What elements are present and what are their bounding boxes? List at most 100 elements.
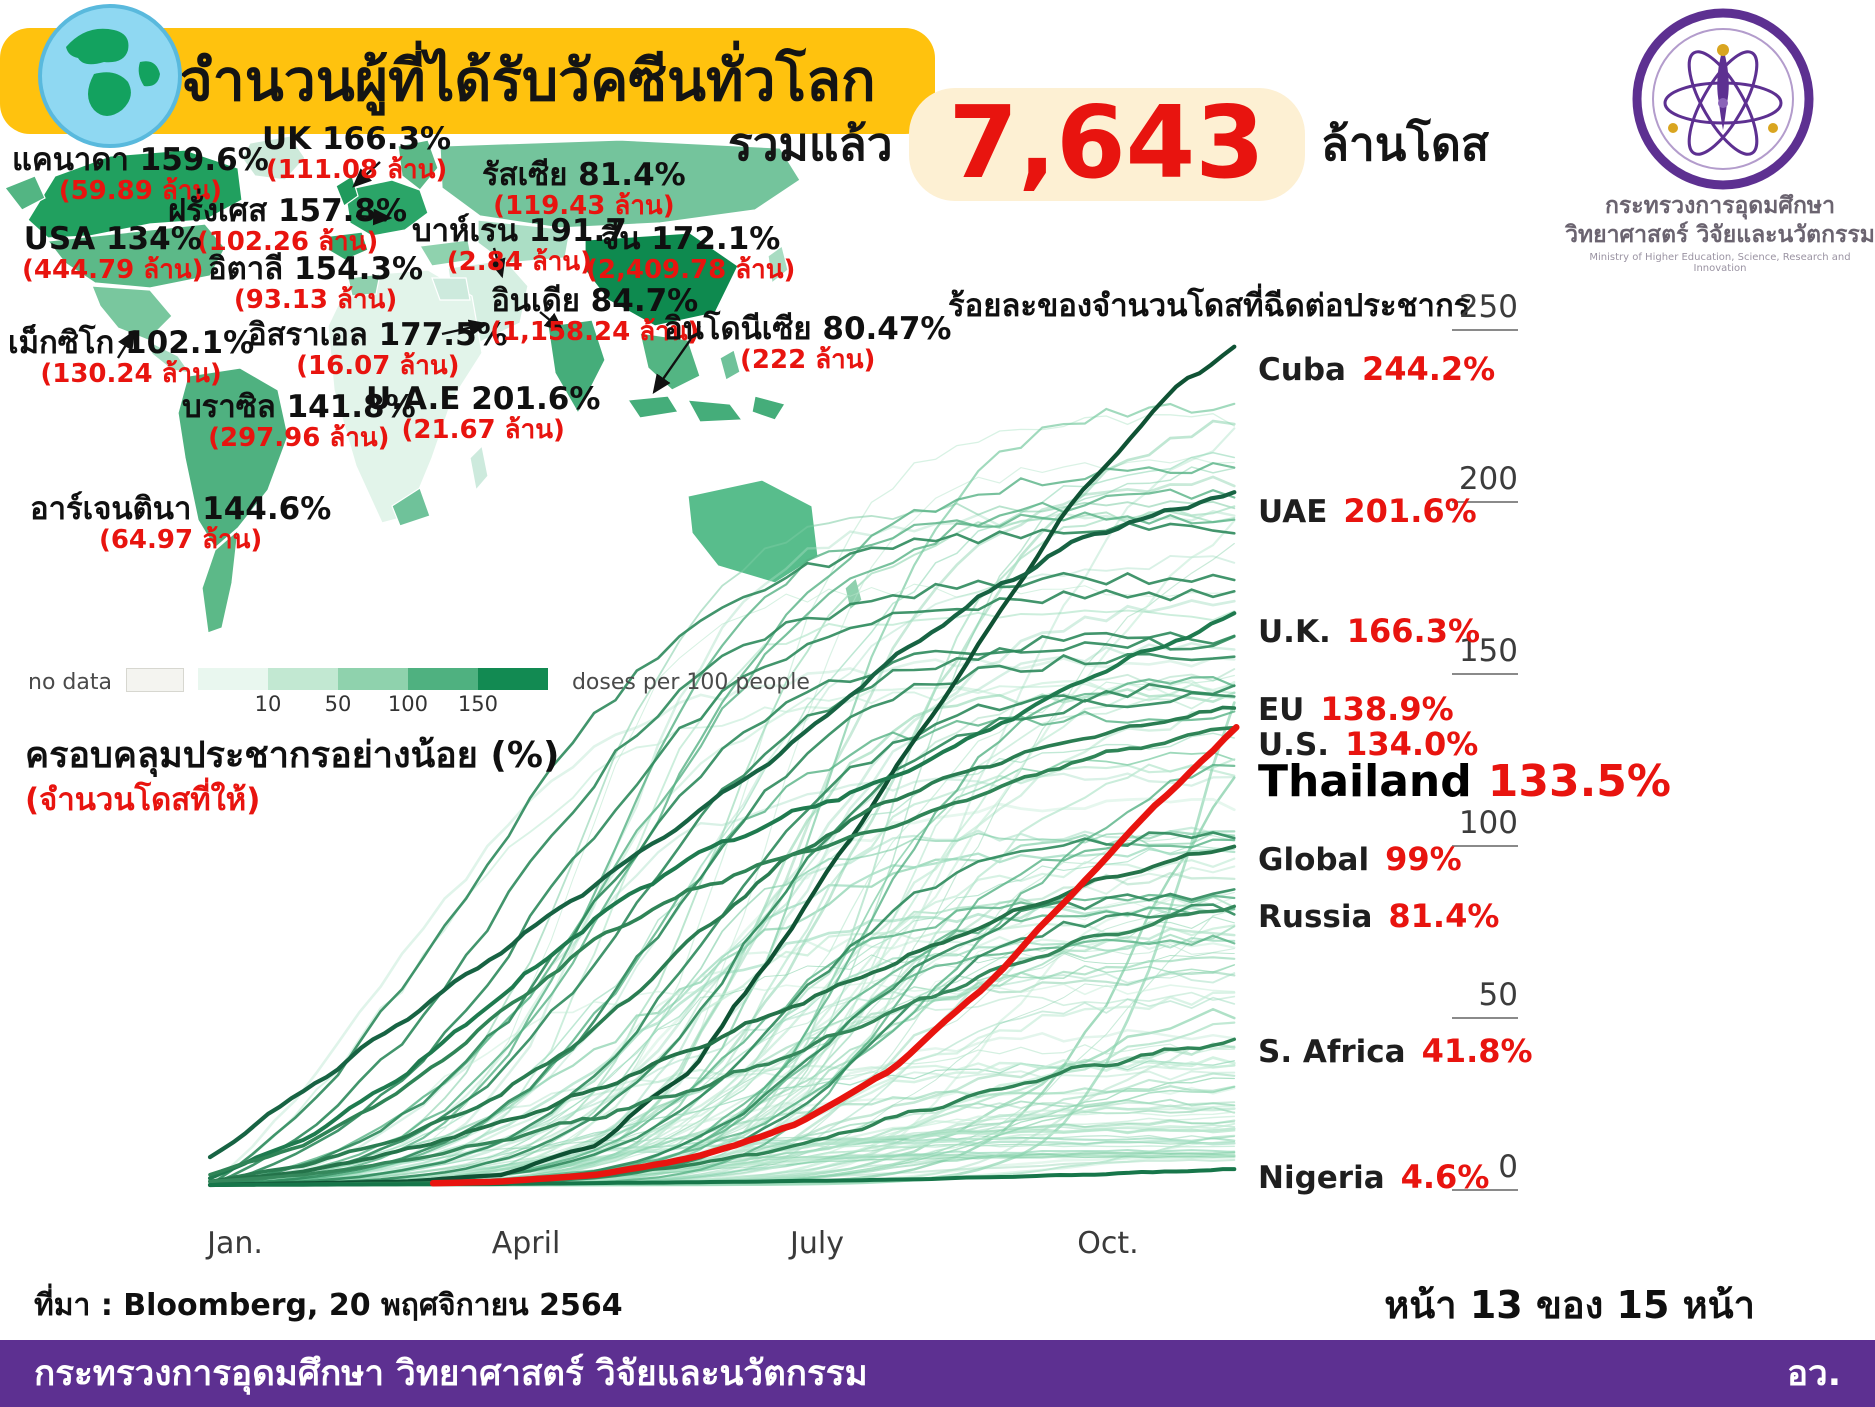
chart-label-country: UAE	[1258, 494, 1328, 530]
map-annotation-china: จีน 172.1% (2,409.78 ล้าน)	[586, 222, 795, 286]
annotation-country: เม็กซิโก 102.1%	[8, 325, 255, 361]
chart-label-value: 244.2%	[1361, 350, 1496, 388]
legend-tick-100: 100	[387, 692, 428, 716]
series-eu	[208, 705, 1237, 1184]
map-mexico	[91, 285, 173, 341]
annotation-doses: (1,158.24 ล้าน)	[490, 317, 700, 348]
ministry-name-th-2: วิทยาศาสตร์ วิจัยและนวัตกรรม	[1565, 221, 1875, 248]
annotation-country: UK 166.3%	[262, 121, 452, 157]
map-annotation-uae: U.A.E 201.6% (21.67 ล้าน)	[366, 382, 600, 446]
map-annotation-israel: อิสราเอล 177.5% (16.07 ล้าน)	[248, 318, 508, 382]
annotation-doses: (2,409.78 ล้าน)	[586, 255, 796, 286]
chart-label-value: 99%	[1385, 840, 1462, 878]
legend-segment-4	[477, 668, 548, 690]
annotation-country: ฝรั่งเศส 157.8%	[168, 193, 408, 229]
bg-line	[209, 682, 1236, 1186]
legend-gradient-bar: 10 50 100 150	[197, 668, 548, 716]
annotation-country: บาห์เรน 191.7	[412, 213, 627, 249]
source-note: ที่มา : Bloomberg, 20 พฤศจิกายน 2564	[34, 1288, 623, 1323]
chart-label-value: 166.3%	[1346, 612, 1481, 650]
series-china	[208, 588, 1236, 1187]
legend-ticks: 10 50 100 150	[198, 692, 548, 716]
y-tick-mark	[1452, 501, 1518, 503]
total-prefix: รวมแล้ว	[728, 117, 893, 171]
y-tick-mark	[1452, 673, 1518, 675]
annotation-country: อิสราเอล 177.5%	[248, 317, 508, 353]
y-tick-mark	[1452, 329, 1518, 331]
y-tick-50: 50	[1438, 977, 1518, 1019]
annotation-country: อินเดีย 84.7%	[491, 283, 699, 319]
doses-line-chart	[207, 344, 1240, 1188]
chart-label-country: S. Africa	[1258, 1034, 1406, 1070]
annotation-doses: (444.79 ล้าน)	[22, 255, 204, 286]
series-france	[208, 635, 1236, 1187]
y-tick-label: 50	[1478, 977, 1518, 1013]
map-turkey	[419, 239, 473, 267]
annotation-country: USA 134%	[23, 221, 202, 257]
series-us	[208, 725, 1237, 1177]
map-egypt	[431, 277, 471, 301]
chart-label-country: Global	[1258, 842, 1370, 878]
x-tick-Oct: Oct.	[1077, 1226, 1139, 1261]
chart-label-country: Cuba	[1258, 352, 1346, 388]
annotation-doses: (297.96 ล้าน)	[208, 423, 390, 454]
bottom-bar-ministry: กระทรวงการอุดมศึกษา วิทยาศาสตร์ วิจัยและ…	[34, 1354, 868, 1394]
chart-label-value: 81.4%	[1388, 897, 1500, 935]
chart-label-country: U.S.	[1258, 727, 1330, 763]
annotation-doses: (16.07 ล้าน)	[296, 351, 460, 382]
map-annotation-usa: USA 134% (444.79 ล้าน)	[22, 222, 203, 286]
map-annotation-canada: แคนาดา 159.6% (59.89 ล้าน)	[12, 143, 269, 207]
map-south-africa	[391, 487, 431, 527]
y-tick-0: 0	[1438, 1149, 1518, 1191]
annotation-country: แคนาดา 159.6%	[12, 142, 269, 178]
x-tick-Jan: Jan.	[207, 1226, 263, 1261]
legend-segment-3	[407, 668, 478, 690]
coverage-subtitle: (จำนวนโดสที่ให้)	[25, 782, 261, 818]
annotation-doses: (222 ล้าน)	[740, 345, 876, 376]
map-china	[584, 232, 739, 327]
map-annotation-uk: UK 166.3% (111.08 ล้าน)	[262, 122, 451, 186]
map-alaska	[4, 175, 46, 211]
map-iberia	[327, 231, 369, 261]
map-annotation-italy: อิตาลี 154.3% (93.13 ล้าน)	[208, 252, 423, 316]
chart-label-us: U.S. 134.0%	[1258, 725, 1478, 763]
chart-label-value: 138.9%	[1320, 690, 1454, 728]
annotation-doses: (93.13 ล้าน)	[233, 285, 398, 316]
map-russia	[439, 139, 801, 229]
chart-label-value: 134.0%	[1345, 725, 1479, 763]
map-argentina	[201, 528, 239, 634]
legend-tick-10: 10	[254, 692, 282, 716]
legend-segment-0	[197, 668, 268, 690]
map-usa	[46, 223, 226, 289]
annotation-doses: (119.43 ล้าน)	[493, 191, 675, 222]
bg-line	[208, 904, 1236, 1187]
series-israel	[208, 571, 1236, 1187]
total-suffix: ล้านโดส	[1320, 117, 1489, 171]
world-map	[4, 135, 863, 634]
chart-label-cuba: Cuba 244.2%	[1258, 350, 1495, 388]
total-value-box: 7,643	[908, 88, 1305, 201]
annotation-country: อาร์เจนตินา 144.6%	[30, 491, 332, 527]
series-uk	[208, 611, 1237, 1181]
page-title: จำนวนผู้ที่ได้รับวัคซีนทั่วโลก	[179, 48, 876, 114]
y-tick-mark	[1452, 1189, 1518, 1191]
chart-label-value: 201.6%	[1343, 492, 1477, 530]
annotation-arrows	[116, 161, 701, 394]
y-tick-label: 0	[1498, 1149, 1518, 1185]
map-annotation-india: อินเดีย 84.7% (1,158.24 ล้าน)	[490, 284, 699, 348]
annotation-country: อิตาลี 154.3%	[208, 251, 424, 287]
x-tick-April: April	[491, 1226, 561, 1261]
map-europe	[344, 179, 429, 237]
series-brazil	[208, 691, 1236, 1187]
y-tick-label: 250	[1458, 289, 1518, 325]
y-tick-label: 200	[1458, 461, 1518, 497]
bg-line	[208, 772, 1236, 1187]
ministry-name-en: Ministry of Higher Education, Science, R…	[1589, 251, 1851, 274]
map-annotation-mexico: เม็กซิโก 102.1% (130.24 ล้าน)	[8, 326, 254, 390]
y-tick-mark	[1452, 845, 1518, 847]
map-india	[547, 319, 606, 415]
chart-label-russia: Russia 81.4%	[1258, 897, 1499, 935]
bg-line-medium	[208, 710, 1236, 1187]
chart-label-value: 4.6%	[1400, 1158, 1490, 1196]
map-annotation-bahrain: บาห์เรน 191.7 (2.84 ล้าน)	[412, 214, 627, 278]
